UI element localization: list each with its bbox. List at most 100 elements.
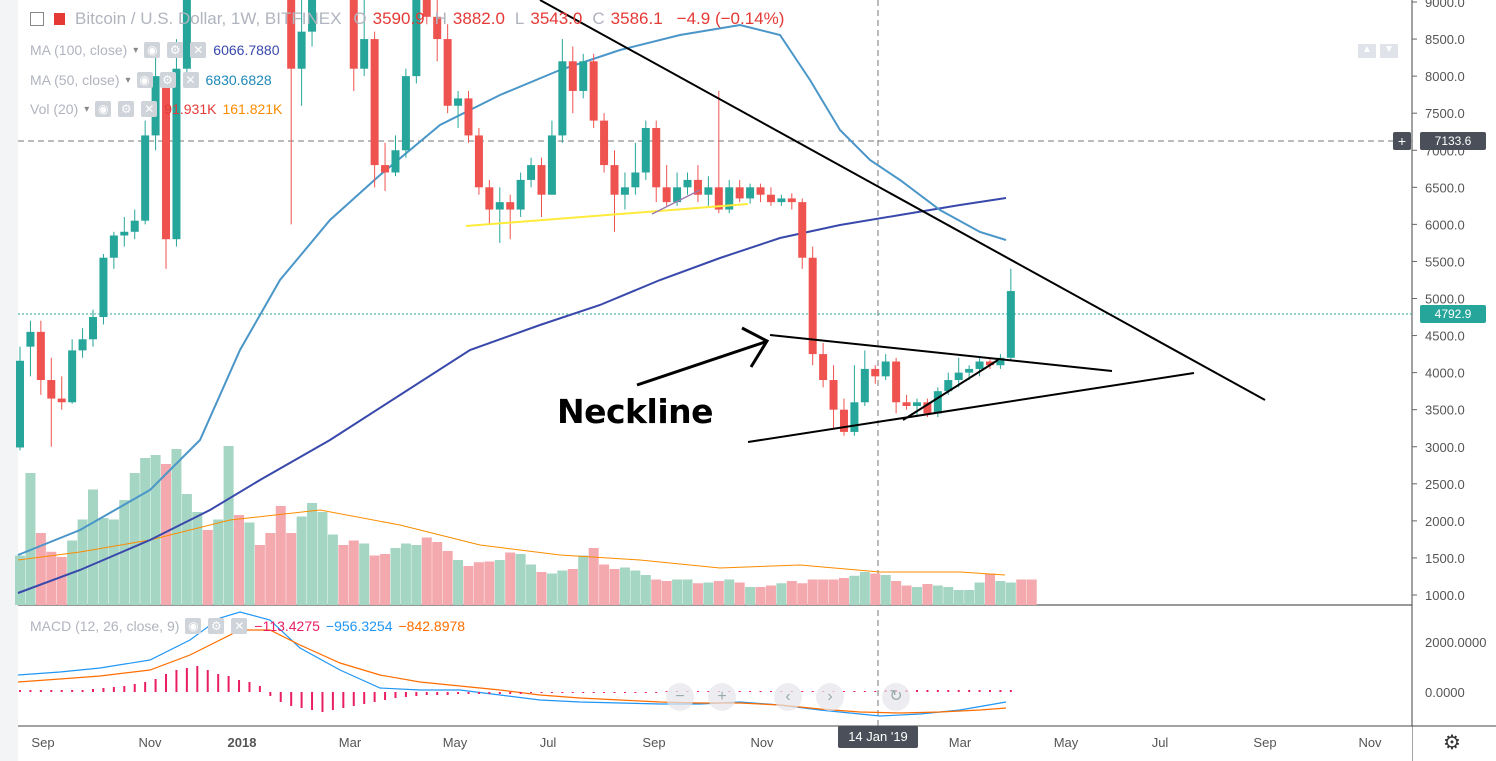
candle-body [954,372,963,381]
volume-bar [922,584,933,605]
macd-histogram-bar [540,692,543,693]
candle-body [673,187,682,203]
volume-bar [484,561,495,605]
price-tick-label: 4000.0 [1425,366,1465,381]
macd-histogram-bar [759,691,762,692]
macd-histogram-bar [71,690,74,692]
volume-bar [765,585,776,605]
volume-bar [150,455,161,605]
volume-bar [275,506,286,605]
eye-icon[interactable]: ◉ [95,101,112,117]
arrows-down-icon[interactable]: ▼ [1380,44,1398,58]
time-tick-label: Sep [642,735,665,750]
gear-icon[interactable]: ⚙ [118,101,135,117]
macd-histogram-bar [425,692,428,695]
close-icon[interactable]: ✕ [190,42,207,58]
close-icon[interactable]: ✕ [141,101,158,117]
chevron-down-icon[interactable]: ▾ [84,103,90,115]
neckline-annotation: Neckline [557,392,714,431]
candle-body [589,61,598,121]
price-tick-label: 6000.0 [1425,217,1465,232]
volume-bar [567,569,578,605]
volume-bar [348,540,359,605]
volume-bar [724,579,735,605]
macd-histogram-bar [1009,690,1012,692]
volume-bar [682,579,693,605]
candle-body [527,165,536,180]
macd-histogram-bar [592,692,595,693]
macd-histogram-bar [968,690,971,692]
candle-body [610,165,619,195]
candle-body [714,187,723,210]
macd-legend[interactable]: MACD (12, 26, close, 9) ◉ ⚙ ✕ −113.4275 −9… [30,618,465,634]
settings-gear-icon[interactable]: ⚙ [1443,732,1461,754]
close-value: 3586.1 [610,9,663,28]
candle-body [996,357,1005,366]
volume-bar [859,572,870,605]
candle-body [297,31,306,69]
ma100-legend[interactable]: MA (100, close) ▾ ◉ ⚙ ✕ 6066.7880 [30,42,279,58]
macd-histogram-bar [488,692,491,694]
macd-histogram-bar [603,692,606,693]
volume-bar [327,534,338,605]
volume-bar [202,530,213,605]
zoom-out-button[interactable]: − [666,683,694,711]
volume-bar [213,519,224,605]
chevron-down-icon[interactable]: ▾ [133,44,139,56]
gear-icon[interactable]: ⚙ [159,72,176,88]
reset-icon[interactable]: ↻ [882,683,910,711]
vol-legend[interactable]: Vol (20) ▾ ◉ ⚙ ✕ 91.931K 161.821K [30,101,282,117]
macd-value-3: −842.8978 [398,618,466,634]
macd-histogram-bar [175,670,178,692]
volume-bar [901,585,912,605]
price-tick-label: 3500.0 [1425,403,1465,418]
macd-histogram-bar [394,692,397,698]
gear-icon[interactable]: ⚙ [208,618,225,634]
gear-icon[interactable]: ⚙ [167,42,184,58]
scroll-right-button[interactable]: › [816,683,844,711]
crosshair-plus-icon: + [1393,132,1411,150]
macd-histogram-bar [165,674,168,692]
zoom-in-button[interactable]: + [708,683,736,711]
volume-bar [755,587,766,605]
eye-icon[interactable]: ◉ [144,42,161,58]
macd-histogram-bar [19,690,21,692]
macd-histogram-bar [749,691,752,692]
ma50-line [17,23,1007,556]
close-icon[interactable]: ✕ [231,618,248,634]
volume-bar [369,555,380,605]
volume-bar [713,581,724,605]
arrows-up-down-icon[interactable]: ▲ [1358,44,1376,58]
candle-body [120,231,129,236]
macd-histogram-bar [112,687,115,692]
volume-bar [588,548,599,605]
candle-body [495,202,504,210]
scroll-left-button[interactable]: ‹ [774,683,802,711]
eye-icon[interactable]: ◉ [136,72,153,88]
neckline-arrow-shaft [636,340,766,387]
volume-bar [296,516,307,605]
volume-bar [630,570,641,605]
volume-bar [286,533,297,605]
candle-body [892,361,901,403]
candle-body [47,380,56,399]
eye-icon[interactable]: ◉ [185,618,202,634]
volume-bar [15,555,25,605]
collapse-icon[interactable] [30,12,44,26]
chevron-down-icon[interactable]: ▾ [125,74,131,86]
volume-bar [1016,579,1027,605]
volume-bar [223,446,234,605]
close-icon[interactable]: ✕ [182,72,199,88]
volume-bar [828,579,839,605]
vol-value-1: 91.931K [164,101,217,117]
candle-body [683,179,692,188]
volume-bar [526,564,537,605]
volume-bar [807,579,818,605]
volume-bar [25,473,36,605]
macd-histogram-bar [311,692,314,710]
macd-histogram-bar [467,692,470,694]
triangle-lower-line [747,372,1195,443]
candle-body [600,120,609,166]
ma50-legend[interactable]: MA (50, close) ▾ ◉ ⚙ ✕ 6830.6828 [30,72,272,88]
